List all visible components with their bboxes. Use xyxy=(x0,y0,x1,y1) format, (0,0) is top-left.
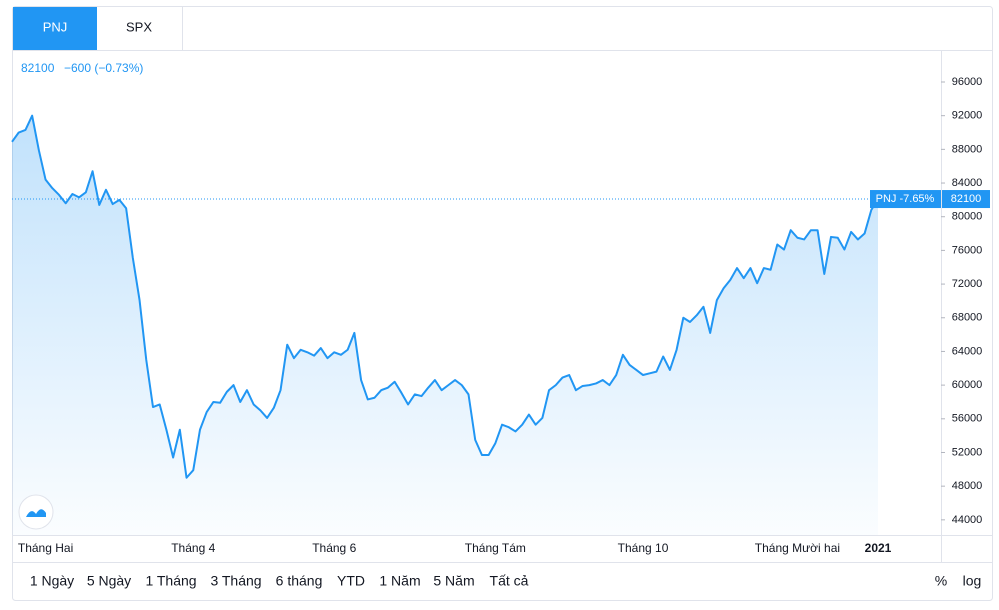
x-tick-label: Tháng 10 xyxy=(618,541,669,555)
y-tick-label: 60000 xyxy=(952,379,983,391)
price-tag-bg xyxy=(870,190,941,209)
tab-active-bg xyxy=(13,7,97,50)
x-tick-label: 2021 xyxy=(865,541,892,555)
plot: 44000 48000 52000 56000 60000 64000 68000 72000… xyxy=(11,76,990,555)
x-tick-label: Tháng Hai xyxy=(18,541,73,555)
y-tick-label: 48000 xyxy=(952,480,983,492)
last-price: 82100 xyxy=(21,61,55,75)
range-button[interactable]: 5 Năm xyxy=(433,573,474,589)
y-tick-label: 92000 xyxy=(952,110,983,122)
y-tick-label: 56000 xyxy=(952,413,983,425)
line xyxy=(11,114,879,479)
logo xyxy=(18,494,54,530)
y-tick-label: 76000 xyxy=(952,244,983,256)
range-button[interactable]: 5 Ngày xyxy=(87,573,131,589)
area xyxy=(12,115,878,536)
range-button[interactable]: YTD xyxy=(337,573,365,589)
range-button[interactable]: 1 Ngày xyxy=(30,573,74,589)
range-button[interactable]: 3 Tháng xyxy=(210,573,261,589)
y-tick-label: 44000 xyxy=(952,514,983,526)
y-tick-label: 68000 xyxy=(952,312,983,324)
tab[interactable]: PNJ xyxy=(43,19,68,34)
x-tick-label: Tháng Mười hai xyxy=(755,541,840,555)
x-tick-label: Tháng Tám xyxy=(465,541,526,555)
x-tick-label: Tháng 4 xyxy=(171,541,215,555)
price-tag: PNJ -7.65% xyxy=(876,193,935,205)
range-button[interactable]: 1 Năm xyxy=(379,573,420,589)
x-tick-label: Tháng 6 xyxy=(312,541,356,555)
y-tick-label: 72000 xyxy=(952,278,983,290)
y-tick-label: 80000 xyxy=(952,211,983,223)
y-tick-label: 64000 xyxy=(952,345,983,357)
y-tick-label: 88000 xyxy=(952,143,983,155)
scale-button[interactable]: log xyxy=(963,573,982,589)
axis-price-label: 82100 xyxy=(951,193,982,205)
y-tick-label: 84000 xyxy=(952,177,983,189)
change: −600 (−0.73%) xyxy=(64,61,143,75)
y-tick-label: 52000 xyxy=(952,446,983,458)
tab[interactable]: SPX xyxy=(126,19,152,34)
scale-button[interactable]: % xyxy=(935,573,947,589)
y-tick-label: 96000 xyxy=(952,76,983,88)
axis-price-bg xyxy=(942,190,990,209)
range-button[interactable]: 6 tháng xyxy=(276,573,323,589)
range-button[interactable]: 1 Tháng xyxy=(145,573,196,589)
range-button[interactable]: Tất cả xyxy=(490,573,529,589)
toolbar: 1 Ngày 5 Ngày 1 Tháng 3 Tháng 6 tháng YTD 1 Nă… xyxy=(30,573,982,589)
